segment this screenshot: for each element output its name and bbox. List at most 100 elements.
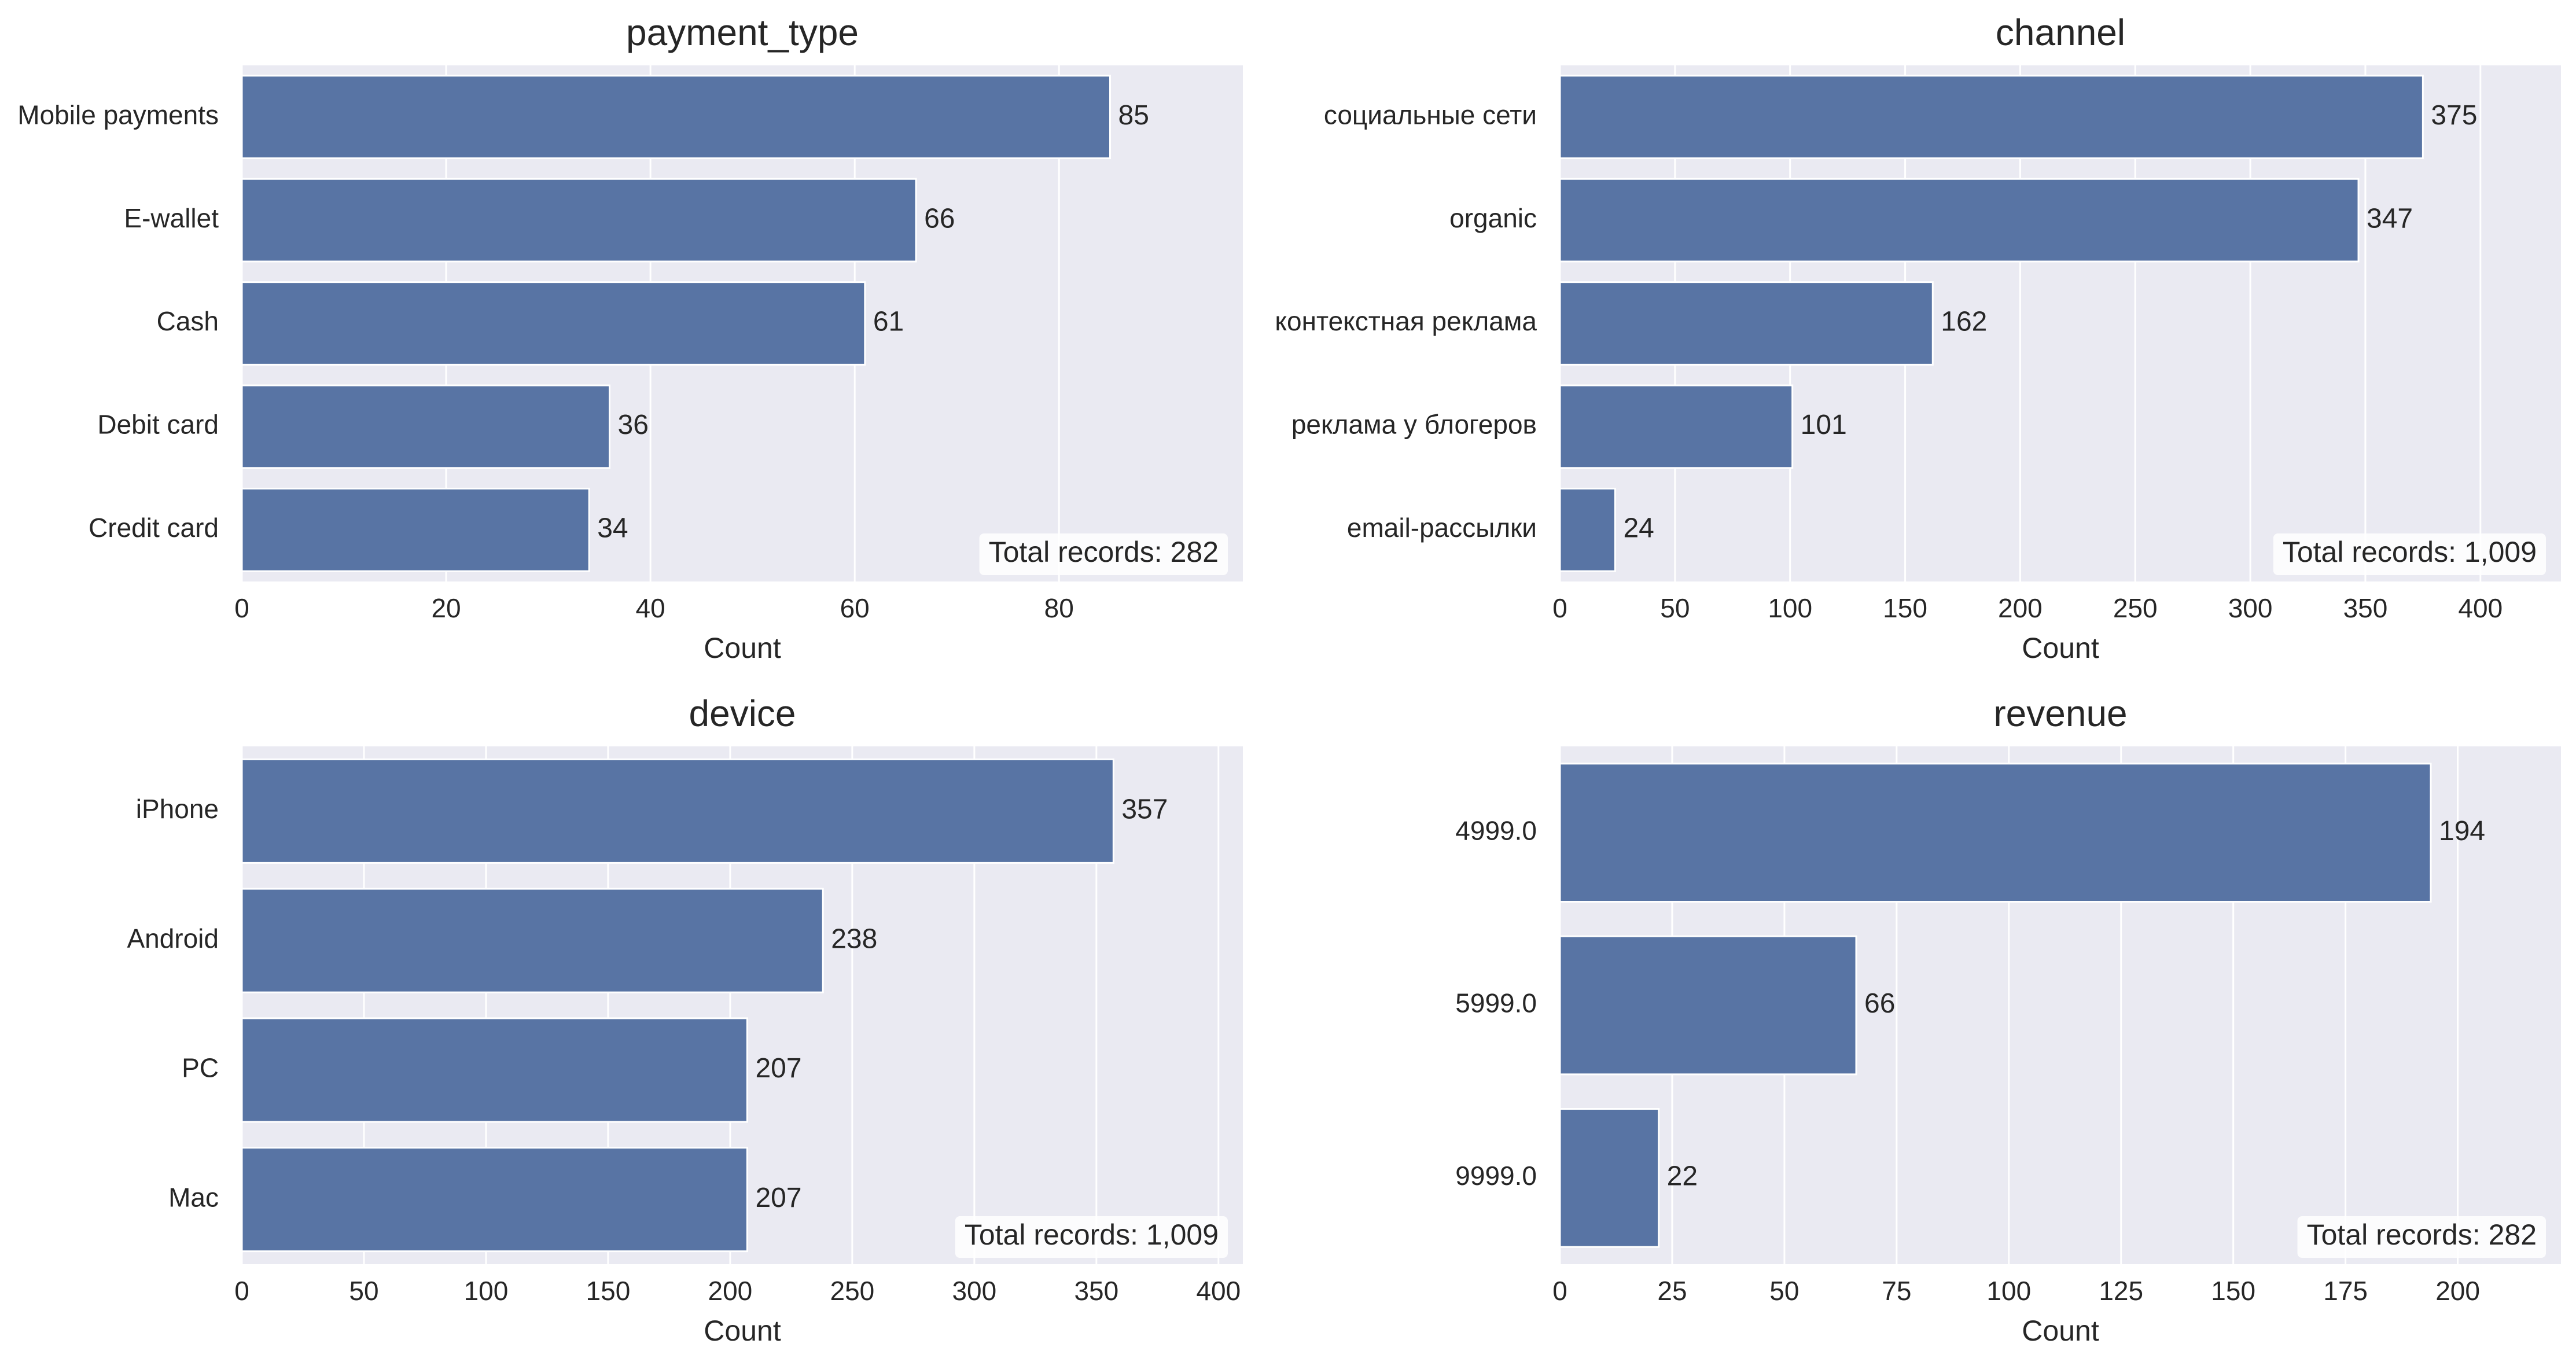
y-tick-label: Credit card — [89, 513, 219, 543]
x-tick-label: 125 — [2099, 1276, 2143, 1306]
bar — [241, 281, 866, 366]
x-tick-label: 100 — [1986, 1276, 2031, 1306]
bar — [1559, 178, 2360, 263]
x-tick-label: 300 — [952, 1276, 996, 1306]
x-axis-label: Count — [2022, 1315, 2099, 1347]
total-records-background — [2297, 1216, 2546, 1258]
x-tick-label: 50 — [1769, 1276, 1799, 1306]
x-tick-label: 0 — [1552, 593, 1567, 623]
bar-value-label: 101 — [1801, 410, 1847, 440]
y-tick-label: Mobile payments — [17, 100, 219, 130]
chart-title: channel — [1996, 12, 2125, 53]
bar-value-label: 207 — [755, 1183, 801, 1213]
x-tick-label: 25 — [1657, 1276, 1687, 1306]
chart-panel-payment_type: 85 Mobile payments 66 E-wallet 61 Cash 36 Debit… — [17, 12, 1243, 664]
total-records-box: Total records: 282 — [2297, 1216, 2546, 1258]
bar — [1559, 75, 2424, 160]
y-tick-label: Android — [127, 923, 219, 954]
x-tick-label: 0 — [234, 1276, 249, 1306]
y-tick-label: контекстная реклама — [1275, 306, 1537, 336]
x-tick-label: 400 — [2458, 593, 2503, 623]
x-tick-label: 40 — [636, 593, 665, 623]
bar-value-label: 375 — [2431, 100, 2477, 131]
chart-panel-channel: 375 социальные сети 347 organic 162 контекстн… — [1275, 12, 2561, 664]
bar — [241, 75, 1112, 160]
total-records-box: Total records: 1,009 — [2273, 533, 2546, 575]
x-tick-label: 0 — [234, 593, 249, 623]
x-tick-label: 100 — [464, 1276, 509, 1306]
x-tick-label: 80 — [1044, 593, 1074, 623]
y-tick-label: 4999.0 — [1455, 815, 1537, 845]
x-tick-label: 350 — [2343, 593, 2388, 623]
bar-value-label: 36 — [618, 410, 649, 440]
x-tick-label: 175 — [2323, 1276, 2368, 1306]
x-tick-label: 150 — [586, 1276, 631, 1306]
y-tick-label: Mac — [168, 1182, 219, 1212]
x-tick-label: 400 — [1196, 1276, 1241, 1306]
y-tick-label: PC — [182, 1053, 219, 1083]
x-tick-label: 250 — [2113, 593, 2158, 623]
x-tick-label: 300 — [2228, 593, 2273, 623]
total-records-label: Total records: 1,009 — [965, 1219, 1219, 1251]
x-tick-label: 60 — [840, 593, 870, 623]
x-tick-label: 75 — [1882, 1276, 1911, 1306]
total-records-background — [2273, 533, 2546, 575]
bar — [241, 487, 590, 572]
y-tick-label: Cash — [157, 306, 219, 336]
x-axis-label: Count — [2022, 632, 2099, 664]
bar-value-label: 66 — [1864, 988, 1895, 1019]
chart-panel-device: 357 iPhone 238 Android 207 PC 207 Mac 0 50 100 150 2… — [127, 693, 1243, 1347]
chart-title: payment_type — [626, 12, 859, 53]
bar — [1559, 763, 2432, 903]
y-tick-label: email-рассылки — [1347, 513, 1537, 543]
y-tick-label: реклама у блогеров — [1291, 410, 1537, 440]
y-tick-label: социальные сети — [1324, 100, 1537, 130]
x-tick-label: 350 — [1074, 1276, 1118, 1306]
x-tick-label: 100 — [1768, 593, 1812, 623]
x-tick-label: 0 — [1552, 1276, 1567, 1306]
x-tick-label: 150 — [1883, 593, 1927, 623]
chart-title: revenue — [1993, 693, 2127, 734]
bar-value-label: 24 — [1623, 513, 1654, 543]
bar — [241, 178, 917, 263]
total-records-box: Total records: 282 — [979, 533, 1228, 575]
bar-value-label: 22 — [1667, 1161, 1698, 1192]
total-records-label: Total records: 282 — [2307, 1219, 2537, 1251]
bar-value-label: 357 — [1121, 794, 1168, 825]
bar — [1559, 384, 1794, 469]
bar — [241, 888, 824, 993]
bar — [1559, 487, 1616, 572]
bar — [1559, 281, 1934, 366]
x-tick-label: 20 — [431, 593, 461, 623]
y-tick-label: 9999.0 — [1455, 1161, 1537, 1191]
x-axis-label: Count — [704, 632, 781, 664]
bar-value-label: 194 — [2439, 816, 2485, 846]
x-tick-label: 200 — [1998, 593, 2043, 623]
chart-title: device — [689, 693, 796, 734]
y-tick-label: Debit card — [97, 410, 219, 440]
total-records-label: Total records: 282 — [989, 536, 1219, 568]
x-tick-label: 250 — [830, 1276, 875, 1306]
bar — [241, 384, 611, 469]
total-records-box: Total records: 1,009 — [955, 1216, 1228, 1258]
x-tick-label: 200 — [708, 1276, 753, 1306]
bar — [1559, 1108, 1660, 1248]
bar-value-label: 207 — [755, 1053, 801, 1084]
bar — [241, 1147, 748, 1253]
total-records-background — [955, 1216, 1228, 1258]
bar-value-label: 34 — [597, 513, 628, 543]
bar-value-label: 85 — [1118, 100, 1149, 131]
bar-value-label: 61 — [873, 307, 904, 337]
bar-value-label: 162 — [1941, 307, 1987, 337]
bar-value-label: 347 — [2367, 203, 2413, 234]
x-tick-label: 50 — [1660, 593, 1690, 623]
bar — [241, 758, 1114, 864]
x-tick-label: 150 — [2211, 1276, 2255, 1306]
x-tick-label: 50 — [349, 1276, 378, 1306]
y-tick-label: 5999.0 — [1455, 988, 1537, 1018]
x-axis-label: Count — [704, 1315, 781, 1347]
bar — [1559, 935, 1857, 1076]
total-records-label: Total records: 1,009 — [2283, 536, 2537, 568]
bar — [241, 1017, 748, 1123]
